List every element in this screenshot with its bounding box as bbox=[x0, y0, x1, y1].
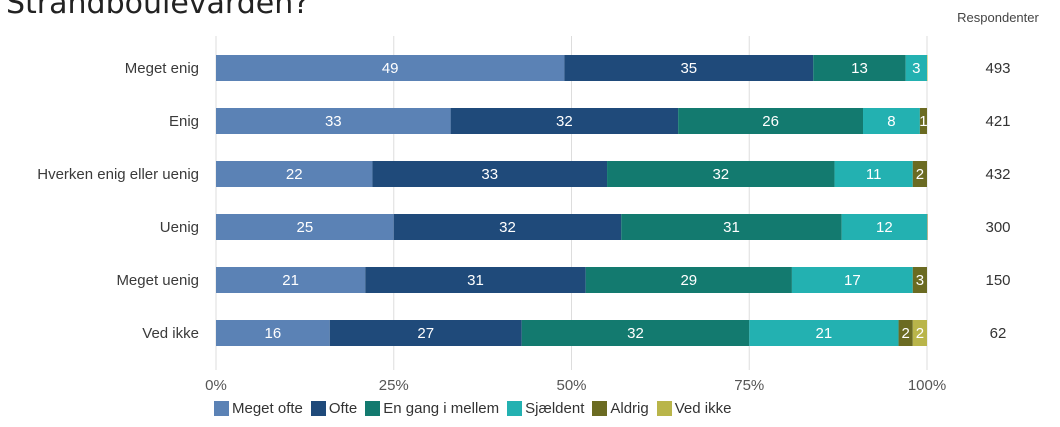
data-label: 33 bbox=[481, 166, 498, 183]
legend-swatch bbox=[214, 401, 229, 416]
x-tick-label: 100% bbox=[908, 377, 946, 394]
data-label: 33 bbox=[325, 113, 342, 130]
bar-segment bbox=[450, 108, 679, 134]
legend-item: Aldrig bbox=[592, 400, 649, 417]
data-label: 27 bbox=[417, 325, 434, 342]
bar-segment bbox=[216, 214, 394, 240]
x-tick-label: 25% bbox=[379, 377, 409, 394]
bar-segment bbox=[365, 267, 586, 293]
category-label: Uenig bbox=[160, 219, 199, 236]
legend-swatch bbox=[592, 401, 608, 416]
legend-swatch bbox=[656, 401, 672, 416]
data-label: 12 bbox=[876, 219, 893, 236]
legend-item: En gang i mellem bbox=[365, 400, 499, 417]
legend-item: Meget ofte bbox=[214, 400, 303, 417]
category-label: Meget enig bbox=[125, 60, 199, 77]
respondents-count: 150 bbox=[985, 272, 1010, 289]
bar-segment bbox=[621, 214, 842, 240]
x-tick-label: 75% bbox=[734, 377, 764, 394]
bar-segment bbox=[912, 267, 927, 293]
bar-segment bbox=[905, 55, 927, 81]
data-label: 25 bbox=[297, 219, 314, 236]
respondents-header: Respondenter bbox=[957, 10, 1039, 25]
data-label: 49 bbox=[382, 60, 399, 77]
bar-segment bbox=[912, 320, 927, 346]
data-label: 31 bbox=[723, 219, 740, 236]
chart-title: Strandboulevarden? bbox=[6, 0, 310, 21]
data-label: 32 bbox=[712, 166, 729, 183]
respondents-count: 432 bbox=[985, 166, 1010, 183]
bar-segment bbox=[216, 320, 330, 346]
bar-segment bbox=[216, 161, 373, 187]
data-label: 2 bbox=[916, 325, 924, 342]
legend-label: En gang i mellem bbox=[383, 400, 500, 417]
bar-segment bbox=[841, 214, 927, 240]
bar-segment bbox=[216, 108, 451, 134]
bar-segment bbox=[372, 161, 608, 187]
data-label: 22 bbox=[286, 166, 303, 183]
data-label: 21 bbox=[816, 325, 833, 342]
legend-label: Aldrig bbox=[610, 400, 649, 417]
data-label: 21 bbox=[282, 272, 299, 289]
data-label: 3 bbox=[916, 272, 924, 289]
data-label: 1 bbox=[919, 113, 927, 130]
legend-swatch bbox=[365, 401, 381, 416]
data-label: 2 bbox=[901, 325, 909, 342]
legend-swatch bbox=[507, 401, 523, 416]
data-label: 8 bbox=[887, 113, 895, 130]
bar-segment bbox=[564, 55, 814, 81]
legend-item: Ved ikke bbox=[656, 400, 732, 417]
category-label: Enig bbox=[169, 113, 199, 130]
bar-segment bbox=[585, 267, 792, 293]
respondents-count: 62 bbox=[990, 325, 1007, 342]
bar-segment bbox=[749, 320, 899, 346]
bar-segment bbox=[607, 161, 835, 187]
legend-label: Ved ikke bbox=[674, 400, 732, 417]
data-label: 31 bbox=[467, 272, 484, 289]
bar-segment bbox=[521, 320, 750, 346]
bar-segment bbox=[919, 108, 927, 134]
respondents-count: 300 bbox=[985, 219, 1010, 236]
data-label: 17 bbox=[844, 272, 861, 289]
data-label: 16 bbox=[265, 325, 282, 342]
bar-segment bbox=[813, 55, 906, 81]
legend-label: Sjældent bbox=[525, 400, 585, 417]
data-label: 3 bbox=[912, 60, 920, 77]
data-label: 32 bbox=[499, 219, 516, 236]
data-label: 32 bbox=[627, 325, 644, 342]
category-label: Meget uenig bbox=[116, 272, 199, 289]
respondents-count: 493 bbox=[985, 60, 1010, 77]
bar-segment bbox=[927, 214, 928, 240]
bar-segment bbox=[678, 108, 864, 134]
x-tick-label: 50% bbox=[556, 377, 586, 394]
bar-segment bbox=[216, 55, 565, 81]
bar-segment bbox=[927, 55, 928, 81]
data-label: 26 bbox=[762, 113, 779, 130]
data-label: 13 bbox=[851, 60, 868, 77]
legend-label: Meget ofte bbox=[232, 400, 303, 417]
bar-segment bbox=[898, 320, 913, 346]
bar-segment bbox=[863, 108, 920, 134]
category-label: Hverken enig eller uenig bbox=[37, 166, 199, 183]
legend-item: Sjældent bbox=[507, 400, 584, 417]
legend-label: Ofte bbox=[328, 400, 358, 417]
data-label: 29 bbox=[680, 272, 697, 289]
data-label: 2 bbox=[916, 166, 924, 183]
bar-segment bbox=[912, 161, 927, 187]
data-label: 35 bbox=[680, 60, 697, 77]
bar-segment bbox=[834, 161, 913, 187]
category-label: Ved ikke bbox=[142, 325, 199, 342]
chart-legend: Meget ofte Ofte En gang i mellem Sjældent Al… bbox=[214, 400, 733, 417]
respondents-count: 421 bbox=[985, 113, 1010, 130]
bar-segment bbox=[329, 320, 522, 346]
legend-swatch bbox=[310, 401, 326, 416]
bar-segment bbox=[791, 267, 913, 293]
bar-segment bbox=[393, 214, 622, 240]
bar-segment bbox=[216, 267, 366, 293]
data-label: 32 bbox=[556, 113, 573, 130]
x-tick-label: 0% bbox=[205, 377, 227, 394]
data-label: 11 bbox=[866, 166, 882, 183]
legend-item: Ofte bbox=[310, 400, 358, 417]
